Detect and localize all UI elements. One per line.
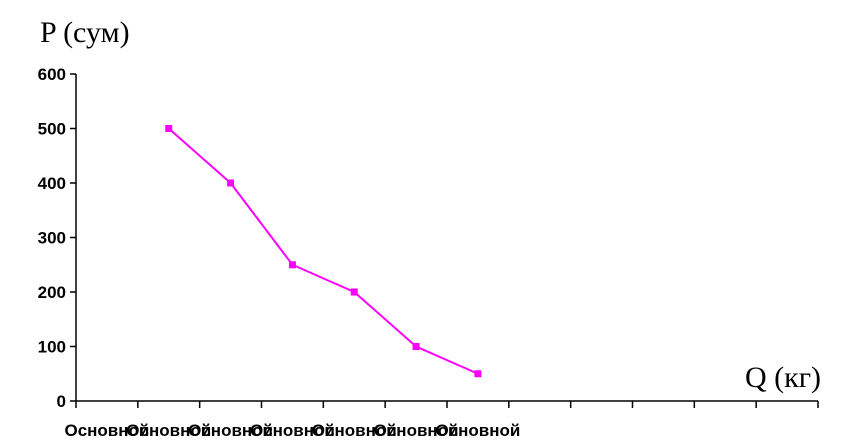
x-tick-label: Основной (64, 421, 149, 440)
y-ticks: 0 100 200 300 400 500 600 (38, 65, 76, 411)
y-tick-label: 400 (38, 174, 66, 193)
data-point (165, 125, 173, 132)
x-tick-label: Основной (126, 421, 211, 440)
y-tick-label: 500 (38, 120, 66, 139)
axes (75, 74, 818, 402)
x-ticks: ОсновнойОсновнойОсновнойОсновнойОсновной… (64, 401, 819, 440)
data-point (227, 179, 235, 187)
series (165, 125, 482, 378)
x-axis-title: Q (кг) (745, 361, 821, 394)
data-point (350, 288, 358, 296)
x-tick-label: Основной (374, 421, 459, 440)
series-line (168, 127, 479, 375)
y-tick-label: 600 (38, 65, 66, 84)
y-tick-label: 100 (38, 338, 66, 357)
x-tick-label: Основной (250, 421, 335, 440)
data-point (474, 370, 482, 378)
y-tick-label: 300 (38, 229, 66, 248)
x-tick-label: Основной (435, 421, 520, 440)
y-tick-label: 200 (38, 283, 66, 302)
data-point (412, 343, 420, 350)
x-tick-label: Основной (188, 421, 273, 440)
y-axis-title: P (сум) (40, 16, 130, 49)
data-point (288, 261, 296, 269)
x-tick-label: Основной (312, 421, 397, 440)
y-tick-label: 0 (57, 392, 66, 411)
